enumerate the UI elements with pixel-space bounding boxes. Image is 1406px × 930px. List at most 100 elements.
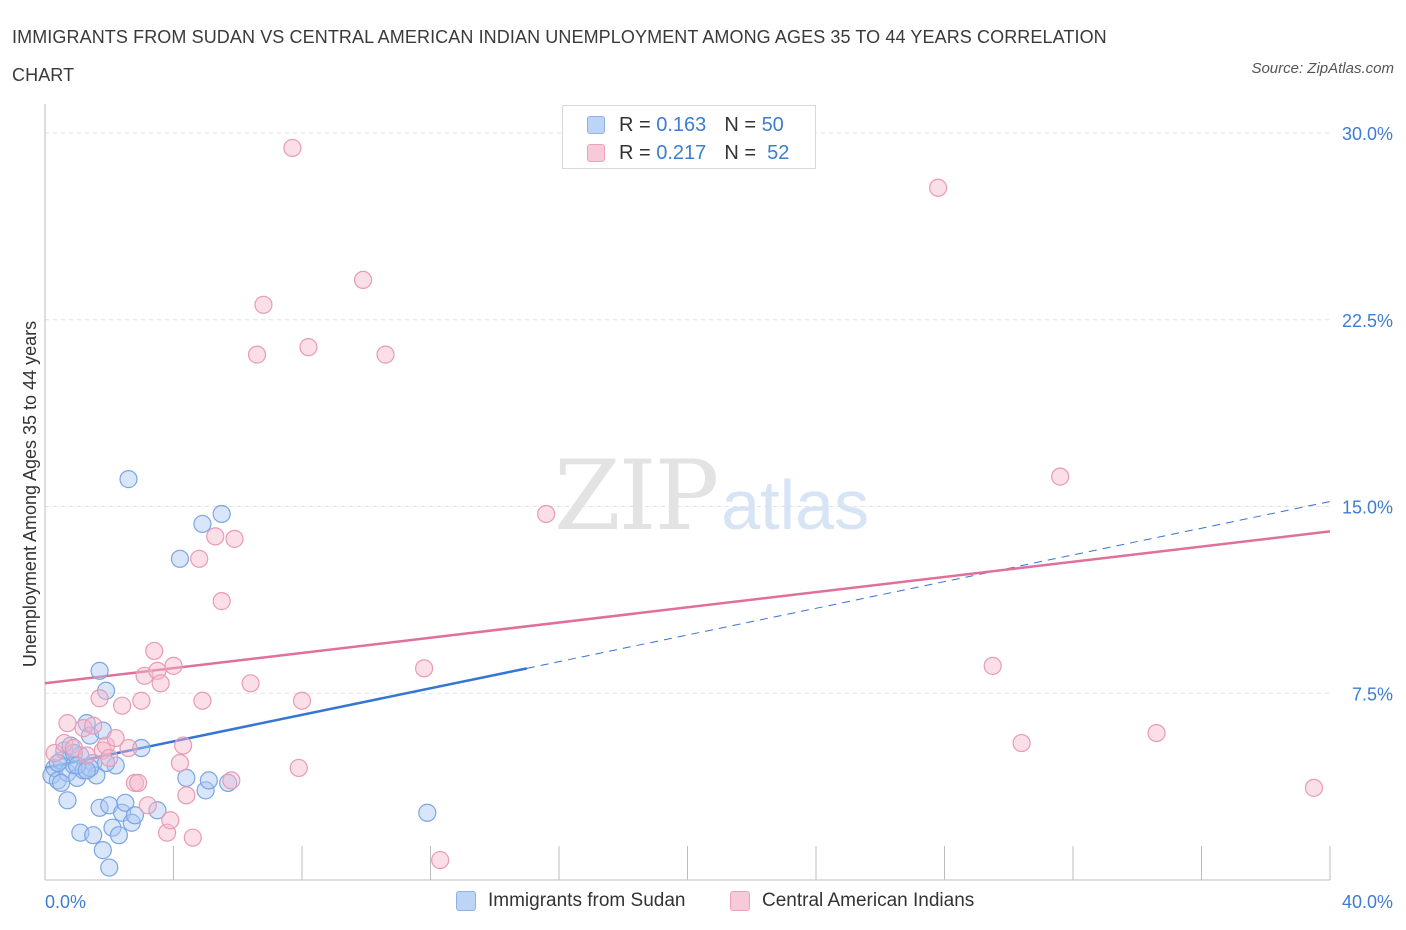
y-tick-label: 30.0% xyxy=(1342,124,1393,144)
point-central-american xyxy=(193,691,212,710)
y-tick-label: 15.0% xyxy=(1342,498,1393,518)
point-sudan xyxy=(418,803,437,822)
point-central-american xyxy=(45,743,64,763)
point-sudan xyxy=(170,549,190,568)
bottom-legend-central-american: Central American Indians xyxy=(730,890,974,912)
legend-swatch-pink xyxy=(587,144,605,162)
point-central-american xyxy=(90,689,109,708)
point-central-american xyxy=(206,527,225,546)
watermark: ZIPatlas xyxy=(554,440,869,552)
point-central-american xyxy=(55,733,74,753)
point-central-american xyxy=(161,811,180,830)
point-central-american xyxy=(170,753,190,773)
bottom-legend-sudan: Immigrants from Sudan xyxy=(456,890,685,912)
point-central-american xyxy=(1051,467,1070,486)
point-central-american xyxy=(983,656,1002,675)
tick-labels: 7.5% 15.0% 22.5% 30.0% 0.0% 40.0% xyxy=(45,124,1393,912)
trend-line-central-american xyxy=(44,530,1331,685)
point-central-american xyxy=(212,592,231,611)
point-sudan xyxy=(132,738,151,758)
point-sudan xyxy=(103,818,122,837)
point-central-american xyxy=(119,738,138,758)
point-sudan xyxy=(199,771,218,790)
legend-r-value: 0.163 xyxy=(656,113,707,136)
legend-swatch-blue xyxy=(587,116,605,134)
legend-n-value: 50 xyxy=(761,113,784,136)
watermark-zip: ZIP xyxy=(554,440,719,552)
point-central-american xyxy=(1012,733,1031,753)
y-axis-label: Unemployment Among Ages 35 to 44 years xyxy=(20,321,40,667)
point-central-american xyxy=(164,656,183,675)
point-sudan xyxy=(90,661,109,680)
point-central-american xyxy=(299,338,318,357)
point-central-american xyxy=(1147,723,1166,743)
source-label: Source: ZipAtlas.com xyxy=(1251,60,1394,77)
legend-row-sudan: R = 0.163 N = 50 xyxy=(587,113,784,137)
point-central-american xyxy=(537,504,556,524)
data-points xyxy=(42,138,1324,877)
point-sudan xyxy=(48,753,67,773)
point-sudan xyxy=(51,773,71,792)
trend-line-sudan-extension xyxy=(526,501,1331,669)
point-central-american xyxy=(77,746,96,765)
point-central-american xyxy=(93,741,112,760)
point-central-american xyxy=(241,674,260,693)
trend-line-sudan xyxy=(44,667,528,770)
legend-r-label: R = xyxy=(619,113,651,136)
point-central-american xyxy=(254,295,273,314)
point-sudan xyxy=(68,756,87,775)
watermark-atlas: atlas xyxy=(721,466,870,544)
bottom-legend-label: Central American Indians xyxy=(762,890,975,911)
y-tick-label: 22.5% xyxy=(1342,311,1393,331)
point-central-american xyxy=(431,850,450,870)
legend-row-central-american: R = 0.217 N = 52 xyxy=(587,141,789,165)
point-central-american xyxy=(174,736,193,755)
point-sudan xyxy=(87,766,106,785)
legend-r-label: R = xyxy=(619,141,651,164)
point-sudan xyxy=(58,791,77,810)
legend-n-label: N = xyxy=(724,141,756,164)
legend-r-value: 0.217 xyxy=(656,141,707,164)
point-sudan xyxy=(109,826,128,845)
point-central-american xyxy=(225,529,244,548)
point-sudan xyxy=(193,514,212,534)
point-central-american xyxy=(177,786,196,805)
point-sudan xyxy=(219,773,238,792)
point-central-american xyxy=(928,178,948,197)
point-sudan xyxy=(212,504,231,524)
grid-lines xyxy=(45,132,1330,694)
point-sudan xyxy=(148,801,167,820)
point-central-american xyxy=(414,659,434,678)
x-tick-label: 40.0% xyxy=(1342,892,1393,912)
bottom-legend-swatch-pink xyxy=(730,891,750,911)
point-central-american xyxy=(58,714,77,733)
point-central-american xyxy=(289,758,308,778)
point-sudan xyxy=(119,470,138,489)
point-central-american xyxy=(138,796,157,815)
chart-title: IMMIGRANTS FROM SUDAN VS CENTRAL AMERICA… xyxy=(12,27,1107,85)
point-central-american xyxy=(376,345,395,364)
point-sudan xyxy=(84,826,103,845)
point-central-american xyxy=(247,345,267,364)
point-sudan xyxy=(96,681,116,700)
bottom-legend-label: Immigrants from Sudan xyxy=(488,890,686,911)
point-central-american xyxy=(1304,778,1324,797)
point-sudan xyxy=(125,806,145,825)
point-sudan xyxy=(93,841,112,860)
point-central-american xyxy=(112,696,132,715)
point-central-american xyxy=(129,773,148,792)
point-sudan xyxy=(100,858,119,877)
point-central-american xyxy=(292,691,312,710)
y-tick-label: 7.5% xyxy=(1352,684,1393,704)
point-central-american xyxy=(84,716,103,735)
axes xyxy=(44,104,1331,881)
point-central-american xyxy=(151,674,170,693)
x-tick-label: 0.0% xyxy=(45,892,86,912)
point-central-american xyxy=(183,828,202,847)
correlation-legend: R = 0.163 N = 50 R = 0.217 N = 52 xyxy=(562,105,816,169)
point-central-american xyxy=(353,270,373,290)
point-sudan xyxy=(196,781,215,800)
point-central-american xyxy=(132,691,151,710)
trend-lines xyxy=(44,501,1331,770)
